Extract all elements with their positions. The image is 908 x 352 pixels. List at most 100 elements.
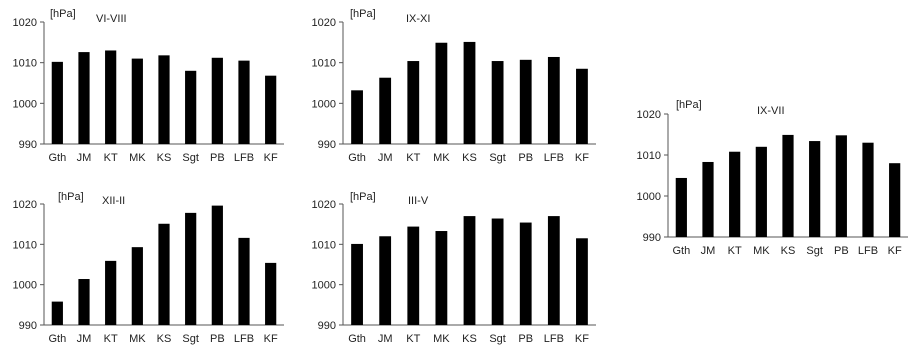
x-tick-label: KS xyxy=(462,333,477,345)
bar xyxy=(51,301,63,325)
bar xyxy=(491,61,504,144)
y-unit-label: [hPa] xyxy=(50,8,76,20)
bar xyxy=(576,68,588,144)
x-tick-label: MK xyxy=(129,152,146,164)
chart-title: IX-VII xyxy=(757,105,785,117)
chart-panel: 990 1000 1010 1020 Gth JM KT MK KS Sgt PB LFB KF [hPa… xyxy=(312,8,596,164)
x-tick-label: Gth xyxy=(348,152,366,164)
x-tick-label: KT xyxy=(406,333,420,345)
x-tick-label: Gth xyxy=(48,152,66,164)
x-tick-label: JM xyxy=(77,333,92,345)
x-tick-label: KT xyxy=(728,245,742,257)
bar xyxy=(78,52,90,144)
chart-title: III-V xyxy=(408,195,429,207)
bar xyxy=(379,77,392,144)
x-tick-label: KS xyxy=(157,333,172,345)
x-tick-label: MK xyxy=(753,245,770,257)
bar xyxy=(729,151,741,237)
bar xyxy=(463,216,476,325)
x-tick-label: Gth xyxy=(672,245,690,257)
bar xyxy=(435,42,448,144)
chart-title: XII-II xyxy=(102,195,125,207)
y-tick-label: 1010 xyxy=(312,239,336,251)
bar xyxy=(351,243,363,325)
y-tick-label: 1010 xyxy=(312,58,336,70)
bar xyxy=(407,226,420,325)
y-unit-label: [hPa] xyxy=(350,191,376,203)
chart-panel: 990 1000 1010 1020 Gth JM KT MK KS Sgt PB LFB KF [hPa… xyxy=(13,8,284,164)
bar xyxy=(576,238,588,325)
chart-title: VI-VIII xyxy=(96,13,127,25)
x-tick-label: JM xyxy=(701,245,716,257)
bar xyxy=(265,262,277,325)
x-tick-label: KS xyxy=(462,152,477,164)
x-tick-label: Sgt xyxy=(182,333,199,345)
x-tick-label: KT xyxy=(406,152,420,164)
bar xyxy=(158,223,170,325)
bar xyxy=(463,41,476,144)
x-tick-label: KF xyxy=(264,152,278,164)
y-tick-label: 1010 xyxy=(637,150,661,162)
y-tick-label: 1020 xyxy=(13,199,37,211)
bar xyxy=(211,205,223,325)
x-tick-label: KS xyxy=(157,152,172,164)
y-unit-label: [hPa] xyxy=(676,99,702,111)
x-tick-label: Gth xyxy=(48,333,66,345)
chart-panel: 990 1000 1010 1020 Gth JM KT MK KS Sgt PB LFB KF [hPa… xyxy=(13,191,284,345)
y-tick-label: 1020 xyxy=(312,17,336,29)
y-tick-label: 1020 xyxy=(637,109,661,121)
bar xyxy=(211,57,223,144)
chart-title: IX-XI xyxy=(406,13,430,25)
bar xyxy=(185,70,197,144)
x-tick-label: PB xyxy=(210,152,225,164)
bar xyxy=(835,135,847,237)
x-tick-label: PB xyxy=(210,333,225,345)
bar xyxy=(351,90,363,144)
x-tick-label: MK xyxy=(129,333,146,345)
chart-panel: 990 1000 1010 1020 Gth JM KT MK KS Sgt PB LFB KF [hPa… xyxy=(312,191,596,345)
x-tick-label: Sgt xyxy=(182,152,199,164)
bar xyxy=(238,60,250,145)
x-tick-label: KT xyxy=(104,333,118,345)
bar xyxy=(379,236,392,325)
x-tick-label: MK xyxy=(433,333,450,345)
y-tick-label: 1010 xyxy=(13,239,37,251)
y-unit-label: [hPa] xyxy=(58,191,84,203)
bar xyxy=(809,141,821,237)
y-tick-label: 1000 xyxy=(13,280,37,292)
bar xyxy=(519,222,532,325)
x-tick-label: Sgt xyxy=(489,333,506,345)
bar xyxy=(105,50,117,144)
bar xyxy=(755,146,767,237)
x-tick-label: KT xyxy=(104,152,118,164)
x-tick-label: JM xyxy=(378,152,393,164)
x-tick-label: Sgt xyxy=(489,152,506,164)
x-tick-label: LFB xyxy=(234,333,254,345)
x-tick-label: KF xyxy=(264,333,278,345)
x-tick-label: LFB xyxy=(544,333,564,345)
bar xyxy=(862,142,874,237)
x-tick-label: PB xyxy=(518,333,533,345)
bar xyxy=(491,218,504,325)
y-tick-label: 990 xyxy=(318,139,336,151)
y-tick-label: 1000 xyxy=(637,191,661,203)
x-tick-label: PB xyxy=(518,152,533,164)
y-tick-label: 990 xyxy=(19,139,37,151)
y-tick-label: 1020 xyxy=(13,17,37,29)
y-tick-label: 990 xyxy=(643,232,661,244)
y-tick-label: 1000 xyxy=(312,280,336,292)
bar xyxy=(238,237,250,325)
x-tick-label: KF xyxy=(575,333,589,345)
bar xyxy=(547,56,560,145)
y-tick-label: 1020 xyxy=(312,199,336,211)
bar xyxy=(185,212,197,325)
x-tick-label: JM xyxy=(77,152,92,164)
bar xyxy=(407,61,420,144)
y-tick-label: 990 xyxy=(19,320,37,332)
x-tick-label: KF xyxy=(575,152,589,164)
bar xyxy=(547,216,560,325)
bar xyxy=(889,163,901,237)
bar xyxy=(105,260,117,325)
bar xyxy=(782,134,794,237)
